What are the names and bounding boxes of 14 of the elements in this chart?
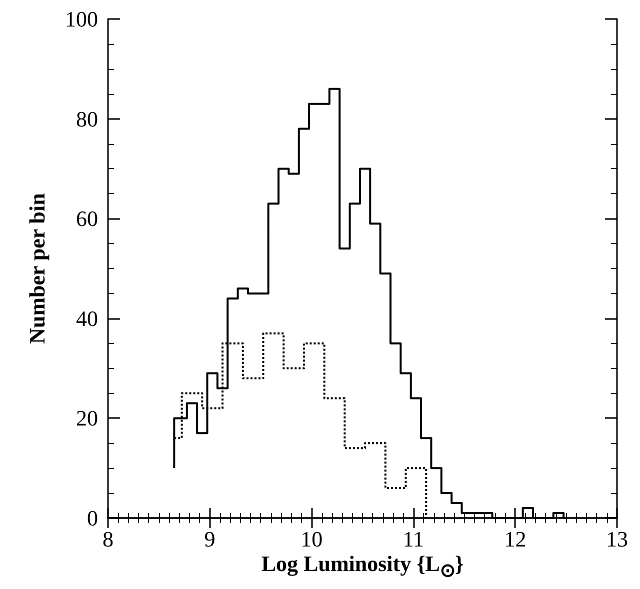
x-tick-label: 13 (606, 526, 628, 552)
y-tick-label: 0 (87, 506, 98, 530)
x-tick-label: 9 (204, 526, 216, 552)
y-tick-label: 80 (76, 106, 98, 132)
x-tick-label: 8 (102, 526, 114, 552)
y-tick-label: 20 (76, 406, 98, 431)
y-tick-label: 60 (76, 206, 98, 232)
y-axis-title: Number per bin (24, 193, 50, 344)
x-axis-title: Log Luminosity {L$_{⊙}$} (260, 551, 465, 582)
x-tick-label: 10 (300, 526, 323, 552)
x-tick-label: 11 (402, 526, 424, 552)
y-tick-label: 40 (76, 306, 98, 331)
y-tick-label: 100 (65, 6, 98, 32)
x-tick-label: 12 (504, 526, 526, 552)
